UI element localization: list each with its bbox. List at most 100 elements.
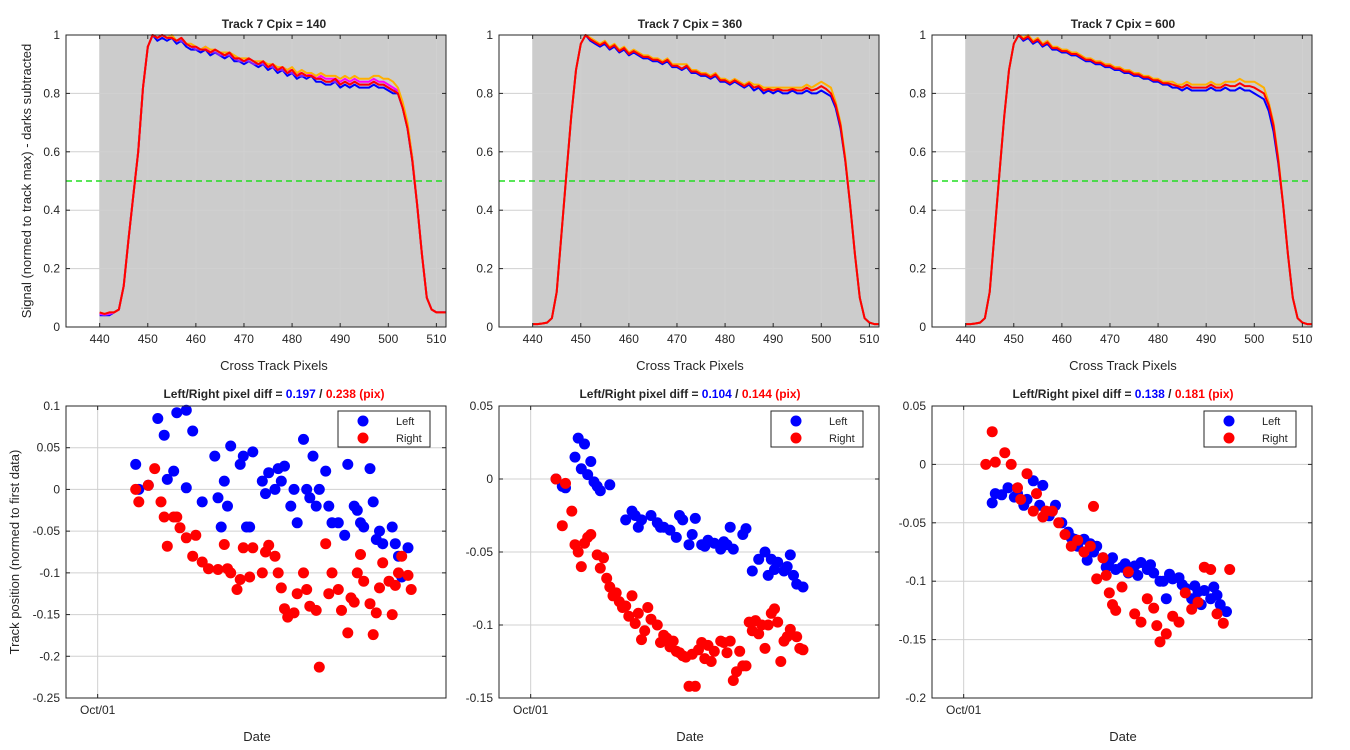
legend-label-right: Right <box>829 433 855 445</box>
x-tick-label: 460 <box>1052 332 1072 346</box>
series-line-s1 <box>532 34 879 326</box>
data-point-right <box>377 557 389 569</box>
y-tick-label: 0.8 <box>43 86 60 100</box>
plot-track7-cpix600: 0 0.2 0.4 0.6 0.8 1 440 450 460 470 480 490 500 510 <box>909 28 1312 346</box>
data-point-left <box>171 407 183 419</box>
y-tick-label: 0 <box>53 320 60 334</box>
legend-marker-left <box>790 415 802 427</box>
y-tick-label: 0 <box>919 320 926 334</box>
data-point-left <box>168 465 180 477</box>
y-tick-label: 0.6 <box>476 145 493 159</box>
data-point-left <box>1132 569 1144 581</box>
series-line-s5 <box>99 34 446 315</box>
legend-box <box>1203 410 1297 448</box>
y-tick-label: 0.2 <box>476 262 493 276</box>
data-point-right <box>598 552 609 564</box>
data-point-left <box>215 521 227 533</box>
data-point-left <box>1211 589 1223 601</box>
data-point-left <box>386 521 398 533</box>
data-point-right <box>759 642 771 654</box>
xlabel-p2: Cross Track Pixels <box>636 358 744 373</box>
data-point-left <box>130 458 142 470</box>
data-point-left <box>740 523 752 535</box>
y-tick-label: -0.25 <box>33 691 61 705</box>
data-point-right <box>1088 500 1099 512</box>
data-point-left <box>377 538 389 550</box>
data-point-left <box>291 517 303 529</box>
data-point-right <box>133 496 145 508</box>
data-point-right <box>1224 564 1236 575</box>
data-point-left <box>209 450 221 462</box>
data-point-right <box>218 539 230 550</box>
data-point-right <box>301 584 313 595</box>
data-point-right <box>320 538 332 550</box>
data-point-right <box>396 550 408 562</box>
data-point-left <box>1148 567 1160 579</box>
data-point-left <box>358 521 370 533</box>
data-point-right <box>1059 529 1071 540</box>
y-tick-label: 0.2 <box>909 262 926 276</box>
data-point-right <box>279 603 290 615</box>
y-tick-label: 0.05 <box>470 399 494 413</box>
legend-box <box>337 410 431 448</box>
data-point-left <box>339 529 351 541</box>
data-point-right <box>772 616 784 628</box>
data-point-left <box>1157 575 1169 587</box>
data-point-right <box>636 634 647 646</box>
x-tick-label: 510 <box>1292 332 1312 346</box>
data-point-right <box>1091 573 1103 585</box>
x-tick-label: 460 <box>186 332 206 346</box>
data-point-left <box>670 531 682 543</box>
data-point-right <box>560 477 571 489</box>
axes-frame <box>65 405 447 699</box>
data-point-right <box>313 661 325 673</box>
data-point-right <box>1072 534 1084 546</box>
data-point-left <box>689 512 701 524</box>
data-point-left <box>187 425 199 437</box>
data-point-right <box>1173 616 1185 628</box>
data-point-right <box>642 602 654 613</box>
data-point-left <box>218 475 230 487</box>
y-tick-label: 0 <box>486 472 493 486</box>
data-point-left <box>301 483 313 495</box>
data-point-left <box>772 556 784 568</box>
data-point-right <box>784 623 796 635</box>
data-point-right <box>272 567 284 579</box>
data-point-left <box>260 488 271 500</box>
data-point-left <box>620 514 632 526</box>
data-point-left <box>594 485 606 497</box>
title-p5: Left/Right pixel diff = 0.104 / 0.144 (p… <box>579 387 800 401</box>
data-point-right <box>1186 603 1198 615</box>
data-point-left <box>636 514 647 526</box>
data-point-left <box>374 525 385 537</box>
data-point-left <box>585 456 597 467</box>
legend-label-right: Right <box>1262 433 1288 445</box>
x-tick-label: 450 <box>1004 332 1024 346</box>
data-point-right <box>667 635 679 647</box>
series-line-s4 <box>965 34 1312 326</box>
title-separator-p5: / <box>732 387 742 401</box>
x-tick-label: 510 <box>859 332 879 346</box>
xlabel-p1: Cross Track Pixels <box>220 358 328 373</box>
data-point-left <box>727 543 739 555</box>
data-point-right <box>610 587 622 599</box>
data-point-right <box>1148 602 1160 614</box>
y-tick-label: -0.15 <box>899 633 927 647</box>
data-point-left <box>753 553 765 565</box>
scatter-left-right-diff-3: -0.2 -0.15 -0.1 -0.05 0 0.05 Oct/01 Left Right <box>899 399 1313 717</box>
title-p2: Track 7 Cpix = 360 <box>638 17 743 31</box>
title-right-value-p5: 0.144 (pix) <box>742 387 801 401</box>
data-point-left <box>569 451 581 463</box>
data-point-right <box>1015 493 1027 505</box>
x-tick-label: 470 <box>667 332 687 346</box>
title-left-value-p6: 0.138 <box>1135 387 1165 401</box>
data-point-left <box>313 483 325 495</box>
title-separator-p4: / <box>316 387 326 401</box>
data-point-right <box>753 628 765 640</box>
data-point-left <box>269 483 281 495</box>
data-point-left <box>275 475 287 487</box>
data-point-right <box>1135 616 1147 628</box>
data-point-right <box>288 607 300 619</box>
x-tick-label: 470 <box>1100 332 1120 346</box>
x-tick-label: 500 <box>378 332 398 346</box>
